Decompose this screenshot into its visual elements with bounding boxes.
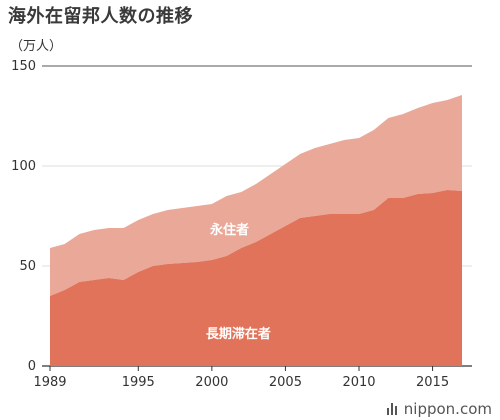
area-layer bbox=[50, 95, 462, 366]
x-tick-label: 1995 bbox=[122, 375, 155, 390]
x-tick-label: 2005 bbox=[269, 375, 302, 390]
bars-logo-icon bbox=[386, 402, 400, 416]
x-tick-label: 2015 bbox=[416, 375, 449, 390]
x-tick-label: 1989 bbox=[33, 375, 66, 390]
y-axis-unit-label: （万人） bbox=[10, 39, 62, 54]
x-tick-label: 2000 bbox=[195, 375, 228, 390]
y-tick-label: 100 bbox=[11, 159, 36, 174]
brand-name: nippon.com bbox=[403, 400, 492, 418]
series-label-long-term: 長期滞在者 bbox=[206, 326, 271, 342]
page-title: 海外在留邦人数の推移 bbox=[8, 6, 193, 27]
axis-layer: 0 50 100 150 1989 1995 2000 2005 2010 2015 bbox=[11, 59, 449, 390]
y-tick-label: 50 bbox=[19, 259, 36, 274]
y-tick-label: 0 bbox=[28, 359, 36, 374]
series-label-permanent: 永住者 bbox=[209, 222, 249, 238]
series-area-permanent bbox=[50, 95, 462, 296]
y-tick-label: 150 bbox=[11, 59, 36, 74]
brand-logo: nippon.com bbox=[386, 400, 492, 418]
series-area-long-term bbox=[50, 190, 462, 366]
x-tick-label: 2010 bbox=[342, 375, 375, 390]
